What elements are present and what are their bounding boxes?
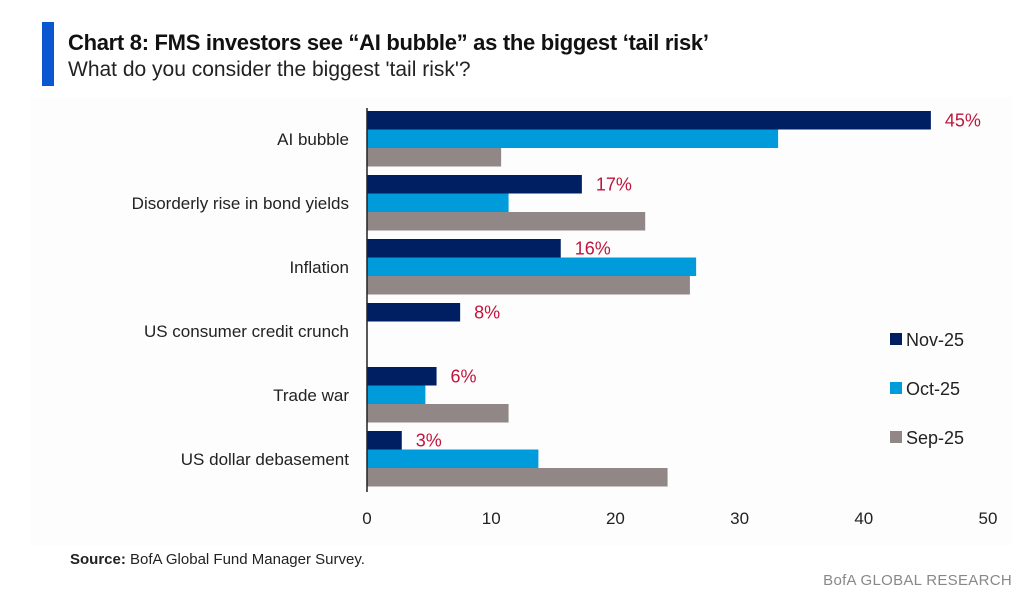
data-label: 45%: [945, 110, 981, 130]
category-label: Disorderly rise in bond yields: [132, 194, 349, 213]
bar-nov-25: [367, 175, 582, 194]
x-tick-label: 30: [730, 509, 749, 528]
category-label: US consumer credit crunch: [144, 322, 349, 341]
brand-footer: BofA GLOBAL RESEARCH: [823, 572, 1012, 589]
source-text: BofA Global Fund Manager Survey.: [125, 551, 365, 568]
bar-oct-25: [367, 449, 539, 468]
source-note: Source: BofA Global Fund Manager Survey.: [70, 551, 365, 568]
data-label: 17%: [596, 174, 632, 194]
bar-sep-25: [367, 404, 509, 423]
bar-oct-25: [367, 385, 426, 404]
bar-oct-25: [367, 193, 509, 212]
legend-swatch-oct-25: [890, 382, 902, 394]
chart-subtitle: What do you consider the biggest 'tail r…: [68, 58, 471, 81]
data-label: 16%: [575, 238, 611, 258]
category-label: AI bubble: [277, 130, 349, 149]
legend-swatch-sep-25: [890, 431, 902, 443]
legend-label: Oct-25: [906, 379, 960, 399]
data-label: 8%: [474, 302, 500, 322]
bar-sep-25: [367, 468, 668, 487]
bar-oct-25: [367, 257, 697, 276]
x-tick-label: 0: [362, 509, 371, 528]
legend-swatch-nov-25: [890, 333, 902, 345]
x-tick-label: 40: [854, 509, 873, 528]
title-accent-bar: [42, 22, 54, 86]
bar-nov-25: [367, 239, 561, 258]
bar-nov-25: [367, 367, 437, 386]
legend-label: Nov-25: [906, 330, 964, 350]
bar-oct-25: [367, 129, 779, 148]
bar-nov-25: [367, 111, 931, 130]
bar-nov-25: [367, 431, 402, 450]
bar-sep-25: [367, 212, 646, 231]
category-label: US dollar debasement: [181, 450, 349, 469]
bar-sep-25: [367, 276, 690, 295]
source-label: Source:: [70, 551, 126, 568]
x-tick-label: 20: [606, 509, 625, 528]
bar-sep-25: [367, 148, 502, 167]
x-tick-label: 50: [979, 509, 998, 528]
category-label: Inflation: [289, 258, 349, 277]
data-label: 6%: [451, 366, 477, 386]
x-tick-label: 10: [482, 509, 501, 528]
bar-nov-25: [367, 303, 461, 322]
category-label: Trade war: [273, 386, 349, 405]
data-label: 3%: [416, 430, 442, 450]
chart-title: Chart 8: FMS investors see “AI bubble” a…: [68, 30, 709, 55]
legend-label: Sep-25: [906, 428, 964, 448]
